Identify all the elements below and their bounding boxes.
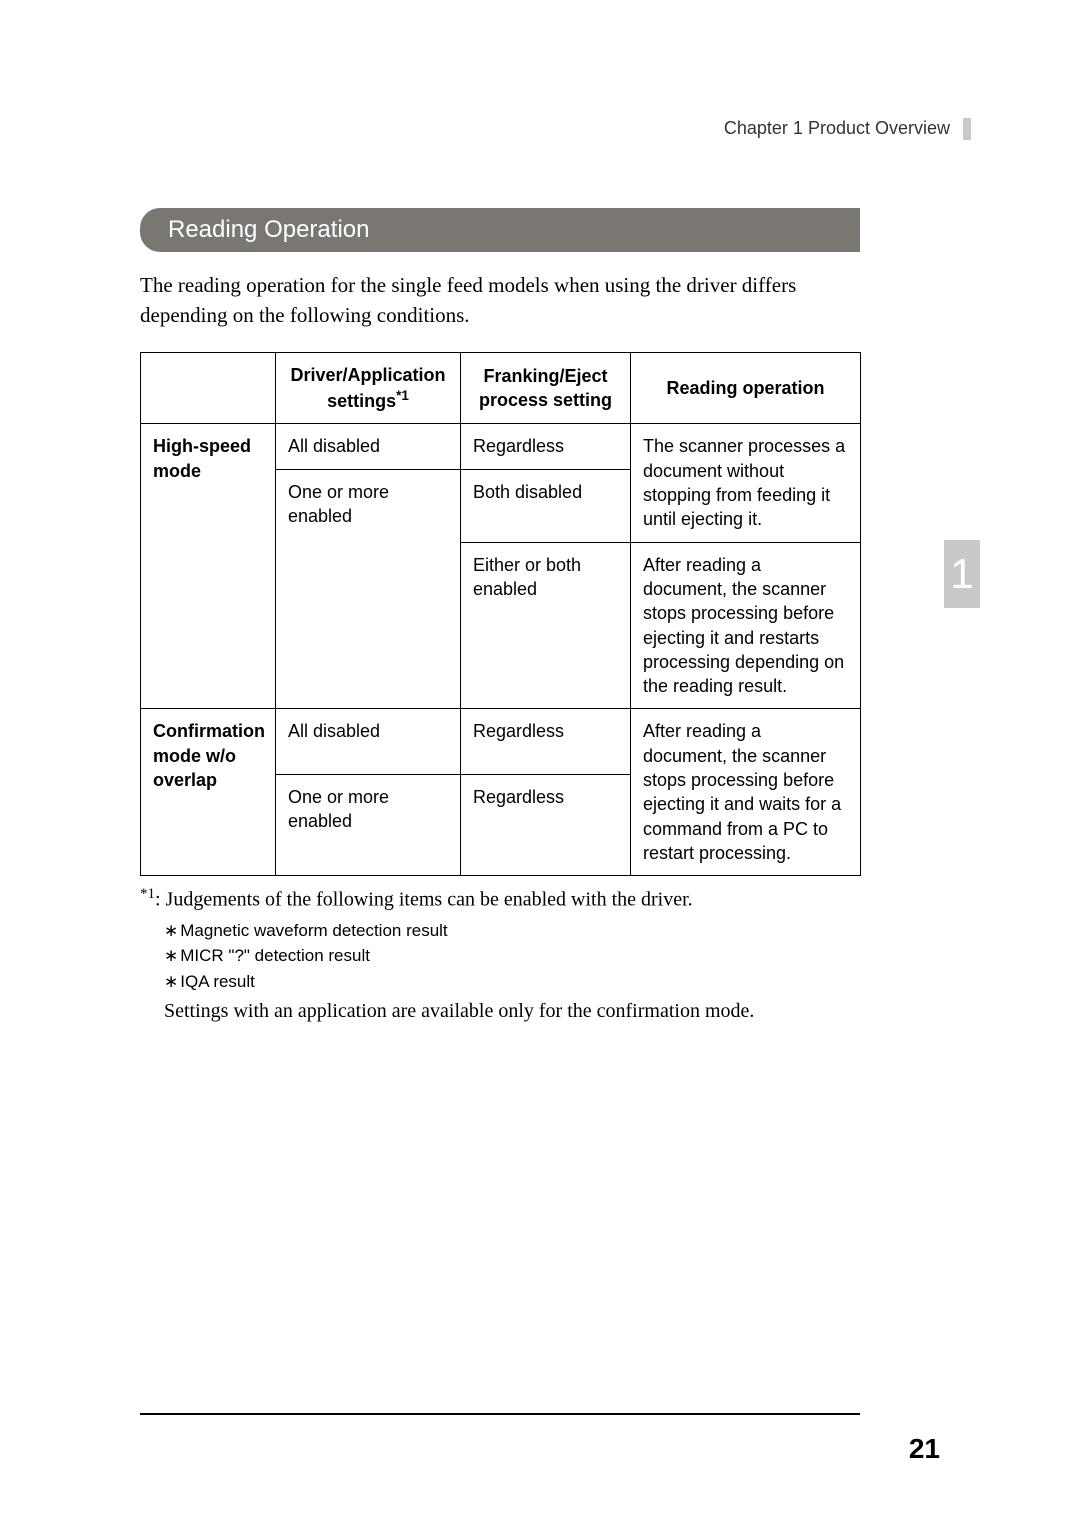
footnote-bullet: IQA result [164, 969, 860, 995]
th-frank: Franking/Eject process setting [461, 352, 631, 424]
reading-operation-table: Driver/Application settings*1 Franking/E… [140, 352, 861, 876]
footnote-trailer: Settings with an application are availab… [164, 1000, 860, 1023]
cell-highspeed-mode: High-speed mode [141, 424, 276, 709]
cell-reading: After reading a document, the scanner st… [631, 542, 861, 709]
cell-driver: All disabled [276, 424, 461, 469]
cell-frank: Regardless [461, 775, 631, 876]
cell-frank: Both disabled [461, 469, 631, 542]
page-bottom-rule [140, 1413, 860, 1415]
footnote-lead-text: : Judgements of the following items can … [155, 889, 693, 911]
th-driver-sup: *1 [396, 388, 409, 403]
footnote-lead: *1: Judgements of the following items ca… [140, 884, 860, 914]
side-tab-chapter-number: 1 [944, 540, 980, 608]
footnote-block: *1: Judgements of the following items ca… [140, 884, 860, 1023]
table-row: High-speed mode All disabled Regardless … [141, 424, 861, 469]
cell-reading: The scanner processes a document without… [631, 424, 861, 542]
footnote-bullet: Magnetic waveform detection result [164, 918, 860, 944]
cell-driver: All disabled [276, 709, 461, 775]
footnote-bullet: MICR "?" detection result [164, 943, 860, 969]
cell-confirmation-mode: Confirmation mode w/o overlap [141, 709, 276, 876]
section-title: Reading Operation [168, 216, 369, 244]
page-content: Reading Operation The reading operation … [140, 0, 940, 1023]
cell-reading: After reading a document, the scanner st… [631, 709, 861, 876]
page-number: 21 [909, 1433, 940, 1465]
footnote-bullets: Magnetic waveform detection result MICR … [164, 918, 860, 995]
cell-frank: Either or both enabled [461, 542, 631, 709]
chapter-header-bar [963, 118, 971, 140]
intro-paragraph: The reading operation for the single fee… [140, 270, 860, 331]
th-reading: Reading operation [631, 352, 861, 424]
section-header: Reading Operation [140, 208, 860, 252]
cell-driver: One or more enabled [276, 469, 461, 709]
th-mode [141, 352, 276, 424]
table-header-row: Driver/Application settings*1 Franking/E… [141, 352, 861, 424]
th-driver-text: Driver/Application settings [290, 365, 445, 411]
cell-driver: One or more enabled [276, 775, 461, 876]
footnote-sup: *1 [140, 886, 155, 902]
th-driver: Driver/Application settings*1 [276, 352, 461, 424]
cell-frank: Regardless [461, 709, 631, 775]
table-row: Confirmation mode w/o overlap All disabl… [141, 709, 861, 775]
cell-frank: Regardless [461, 424, 631, 469]
